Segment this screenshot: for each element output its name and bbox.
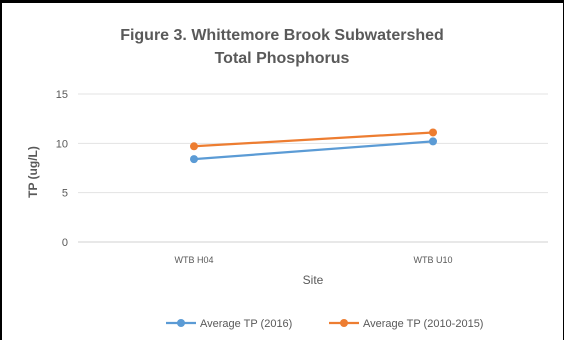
series-1-line	[193, 140, 434, 161]
legend-swatch-marker	[177, 319, 185, 327]
series-2-line	[193, 131, 434, 148]
legend-label: Average TP (2016)	[200, 318, 292, 330]
y-tick-label-0: 0	[62, 237, 68, 249]
chart-title: Figure 3. Whittemore Brook Subwatershed …	[0, 24, 564, 70]
legend-item-1: Average TP (2016)	[166, 318, 292, 330]
legend-swatch-marker	[340, 319, 348, 327]
series-2-point-2	[429, 128, 437, 137]
x-axis-ticks: WTB H04 WTB U10	[174, 255, 452, 265]
legend: Average TP (2016) Average TP (2010-2015)	[166, 318, 483, 330]
chart-title-line-1: Figure 3. Whittemore Brook Subwatershed	[120, 27, 444, 44]
y-axis-label: TP (ug/L)	[26, 146, 40, 198]
series	[190, 128, 437, 164]
x-axis-label: Site	[303, 273, 324, 287]
y-tick-label-15: 15	[56, 89, 68, 101]
y-tick-label-5: 5	[62, 188, 68, 200]
chart-title-line-2: Total Phosphorus	[214, 50, 350, 67]
y-tick-label-10: 10	[56, 138, 68, 150]
series-2	[190, 128, 437, 151]
legend-label: Average TP (2010-2015)	[363, 318, 483, 330]
series-1-point-2	[429, 137, 437, 146]
gridlines	[78, 93, 548, 243]
x-tick-label-2: WTB U10	[413, 255, 452, 265]
x-tick-label-1: WTB H04	[174, 255, 213, 265]
series-2-point-1	[190, 142, 198, 151]
legend-item-2: Average TP (2010-2015)	[329, 318, 483, 330]
y-axis-ticks: 0 5 10 15	[56, 89, 68, 249]
series-1-point-1	[190, 155, 198, 164]
series-1	[190, 137, 437, 164]
